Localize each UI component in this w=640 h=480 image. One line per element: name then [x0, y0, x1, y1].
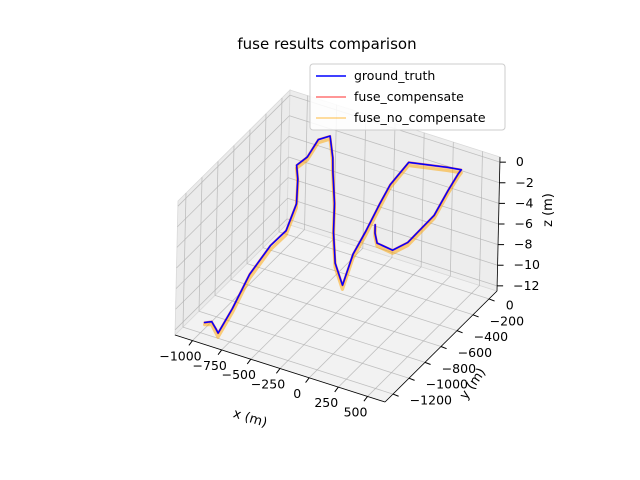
axes-ticks: −1000−750−500−2500250500−1200−1000−800−6… — [159, 154, 540, 419]
y-gridline-floor — [214, 294, 426, 363]
z-tick-label: −6 — [515, 216, 533, 231]
legend: ground_truth fuse_compensate fuse_no_com… — [309, 63, 506, 131]
legend-label-ground-truth: ground_truth — [354, 68, 435, 83]
x-tick-mark — [334, 386, 339, 393]
y-tick-mark — [440, 346, 447, 350]
z-gridline-left — [177, 94, 291, 207]
y-tick-mark — [392, 393, 399, 397]
z-gridline-left — [175, 197, 288, 310]
y-tick-label: −1000 — [426, 377, 468, 392]
z-gridline-left — [176, 156, 289, 269]
x-tick-label: −250 — [251, 377, 285, 392]
z-gridline-left — [177, 115, 290, 228]
x-tick-mark — [217, 349, 223, 355]
z-gridline-back — [288, 136, 500, 204]
z-gridline-left — [176, 136, 290, 248]
series-line-ground-truth — [203, 135, 463, 334]
y-tick-mark — [456, 330, 463, 334]
z-tick-label: −2 — [515, 175, 533, 190]
x-tick-label: 500 — [344, 404, 368, 419]
z-tick-label: −4 — [515, 195, 533, 210]
x-tick-mark — [246, 358, 252, 365]
z-tick-label: −10 — [514, 257, 540, 272]
z-axis-label: z (m) — [541, 193, 556, 227]
y-tick-mark — [472, 314, 479, 318]
y-tick-label: −200 — [490, 313, 524, 328]
x-tick-mark — [188, 340, 193, 346]
x-tick-label: 0 — [293, 386, 301, 401]
y-tick-label: 0 — [506, 297, 514, 312]
series-lines — [203, 134, 463, 339]
y-gridline-floor — [278, 231, 490, 300]
z-tick-label: −8 — [514, 237, 532, 252]
x-tick-mark — [305, 377, 310, 383]
z-gridline-left — [175, 177, 289, 289]
y-gridline-floor — [230, 279, 442, 347]
x-tick-mark — [363, 396, 368, 402]
legend-label-fuse-no-compensate: fuse_no_compensate — [354, 110, 486, 125]
x-tick-label: −1000 — [159, 349, 201, 364]
legend-frame — [309, 63, 506, 131]
y-tick-label: −800 — [442, 361, 476, 376]
x-tick-mark — [275, 368, 281, 374]
y-gridline-floor — [262, 247, 474, 316]
x-tick-label: −750 — [193, 358, 227, 373]
x-tick-label: 250 — [314, 395, 338, 410]
y-gridline-floor — [246, 263, 458, 332]
z-tick-label: 0 — [516, 154, 524, 169]
x-tick-label: −500 — [222, 367, 256, 382]
y-tick-label: −600 — [458, 345, 492, 360]
y-tick-mark — [408, 377, 415, 381]
z-gridline-left — [174, 218, 288, 331]
chart-title: fuse results comparison — [237, 35, 416, 53]
z-gridline-back — [287, 197, 498, 266]
z-gridline-back — [288, 156, 499, 225]
y-tick-mark — [424, 361, 431, 365]
z-gridline-back — [287, 177, 499, 245]
z-tick-label: −12 — [513, 278, 539, 293]
y-tick-mark — [488, 298, 495, 302]
y-tick-label: −400 — [474, 329, 508, 344]
y-gridline-floor — [198, 310, 410, 379]
legend-label-fuse-compensate: fuse_compensate — [354, 89, 464, 104]
y-tick-label: −1200 — [410, 393, 452, 408]
